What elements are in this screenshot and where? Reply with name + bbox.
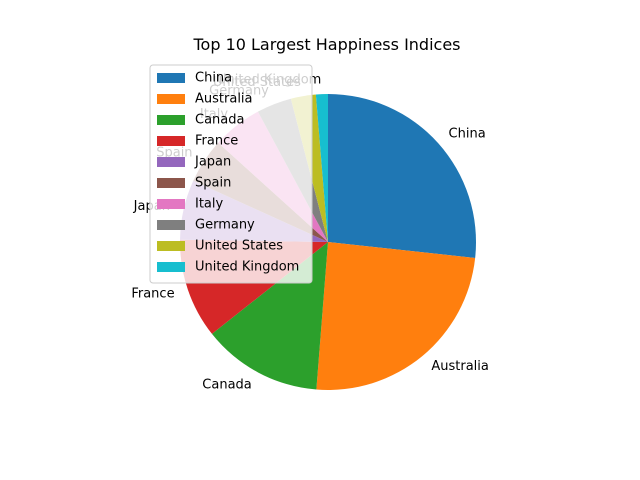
- legend-box: [149, 64, 313, 284]
- pie-slice-united-kingdom: [315, 94, 328, 242]
- legend-swatch-france: [157, 136, 185, 146]
- legend-label-united-kingdom: United Kingdom: [195, 260, 299, 275]
- legend-swatch-spain: [157, 178, 185, 188]
- legend-label-france: France: [195, 134, 238, 149]
- legend-swatch-germany: [157, 220, 185, 230]
- legend-label-canada: Canada: [195, 113, 244, 128]
- slice-label-canada: Canada: [202, 377, 251, 392]
- legend-label-spain: Spain: [195, 176, 231, 191]
- legend-label-japan: Japan: [194, 155, 231, 170]
- slice-label-france: France: [131, 287, 174, 302]
- pie-slice-australia: [316, 242, 476, 390]
- legend-swatch-australia: [157, 94, 185, 104]
- legend-swatch-canada: [157, 115, 185, 125]
- legend-swatch-japan: [157, 157, 185, 167]
- legend-swatch-china: [157, 73, 185, 83]
- pie-slice-china: [328, 94, 477, 258]
- legend-label-china: China: [195, 71, 232, 86]
- legend-label-australia: Australia: [195, 92, 253, 107]
- legend: China Australia Canada France Japan Spain Ital…: [149, 64, 313, 284]
- legend-label-germany: Germany: [195, 218, 255, 233]
- slice-label-china: China: [449, 126, 486, 141]
- legend-label-united-states: United States: [195, 239, 283, 254]
- legend-swatch-united-kingdom: [157, 262, 185, 272]
- legend-swatch-united-states: [157, 241, 185, 251]
- chart-title: Top 10 Largest Happiness Indices: [192, 35, 460, 54]
- legend-swatch-italy: [157, 199, 185, 209]
- legend-label-italy: Italy: [195, 197, 224, 212]
- slice-label-australia: Australia: [431, 359, 489, 374]
